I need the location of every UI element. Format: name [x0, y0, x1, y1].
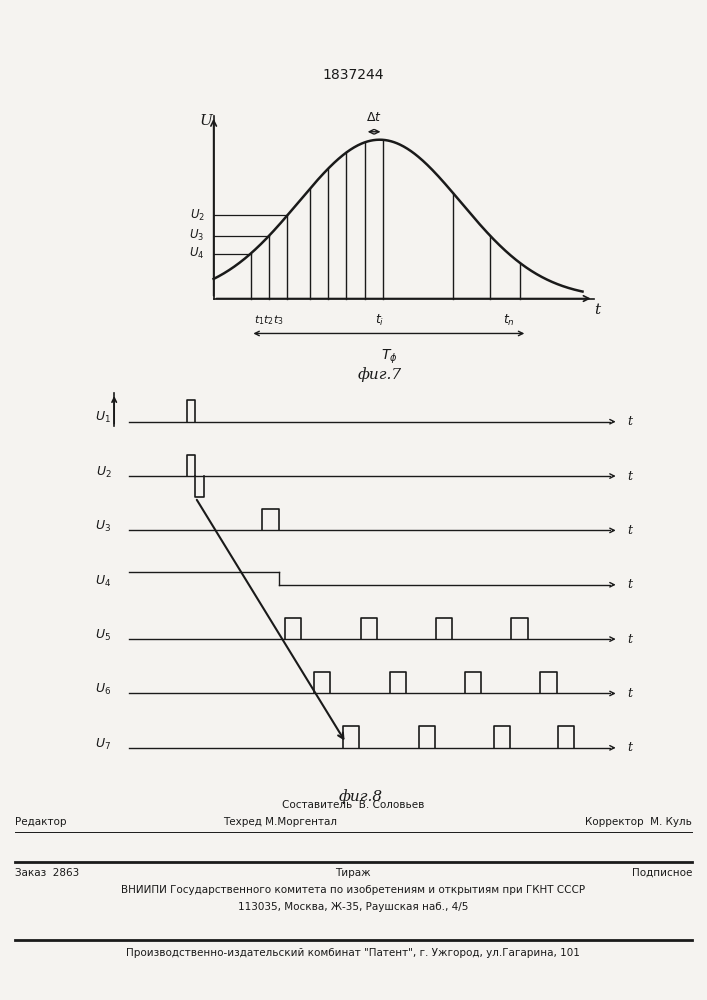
Text: $\Delta t$: $\Delta t$ [366, 111, 382, 124]
Text: Тираж: Тираж [335, 868, 370, 878]
Text: Техред М.Моргентал: Техред М.Моргентал [223, 817, 337, 827]
Text: $T_\phi$: $T_\phi$ [380, 348, 397, 366]
Text: t: t [627, 524, 632, 537]
Text: t: t [627, 633, 632, 646]
Text: Подписное: Подписное [631, 868, 692, 878]
Text: фиг.8: фиг.8 [339, 789, 382, 804]
Text: $U_6$: $U_6$ [95, 682, 111, 697]
Text: $U_2$: $U_2$ [95, 465, 111, 480]
Text: $U_2$: $U_2$ [189, 208, 204, 223]
Text: ВНИИПИ Государственного комитета по изобретениям и открытиям при ГКНТ СССР: ВНИИПИ Государственного комитета по изоб… [121, 885, 585, 895]
Text: t: t [627, 687, 632, 700]
Text: Составитель  В. Соловьев: Составитель В. Соловьев [282, 800, 424, 810]
Text: $U_1$: $U_1$ [95, 410, 111, 425]
Text: t: t [627, 741, 632, 754]
Text: t: t [627, 470, 632, 483]
Text: 113035, Москва, Ж-35, Раушская наб., 4/5: 113035, Москва, Ж-35, Раушская наб., 4/5 [238, 902, 468, 912]
Text: $t_n$: $t_n$ [503, 313, 515, 328]
Text: 1837244: 1837244 [323, 68, 384, 82]
Text: $t_i$: $t_i$ [375, 313, 385, 328]
Text: $U_5$: $U_5$ [95, 628, 111, 643]
Text: $U_3$: $U_3$ [189, 228, 204, 243]
Text: U: U [200, 114, 213, 128]
Text: фиг.7: фиг.7 [358, 367, 402, 382]
Text: $U_4$: $U_4$ [189, 246, 205, 261]
Text: $U_4$: $U_4$ [95, 573, 111, 589]
Text: Корректор  М. Куль: Корректор М. Куль [585, 817, 692, 827]
Text: t: t [594, 303, 600, 317]
Text: $U_7$: $U_7$ [95, 736, 111, 752]
Text: t: t [627, 578, 632, 591]
Text: Редактор: Редактор [15, 817, 66, 827]
Text: $U_3$: $U_3$ [95, 519, 111, 534]
Text: t: t [627, 415, 632, 428]
Text: Заказ  2863: Заказ 2863 [15, 868, 79, 878]
Text: $t_1 t_2 t_3$: $t_1 t_2 t_3$ [254, 313, 284, 327]
Text: Производственно-издательский комбинат "Патент", г. Ужгород, ул.Гагарина, 101: Производственно-издательский комбинат "П… [126, 948, 580, 958]
